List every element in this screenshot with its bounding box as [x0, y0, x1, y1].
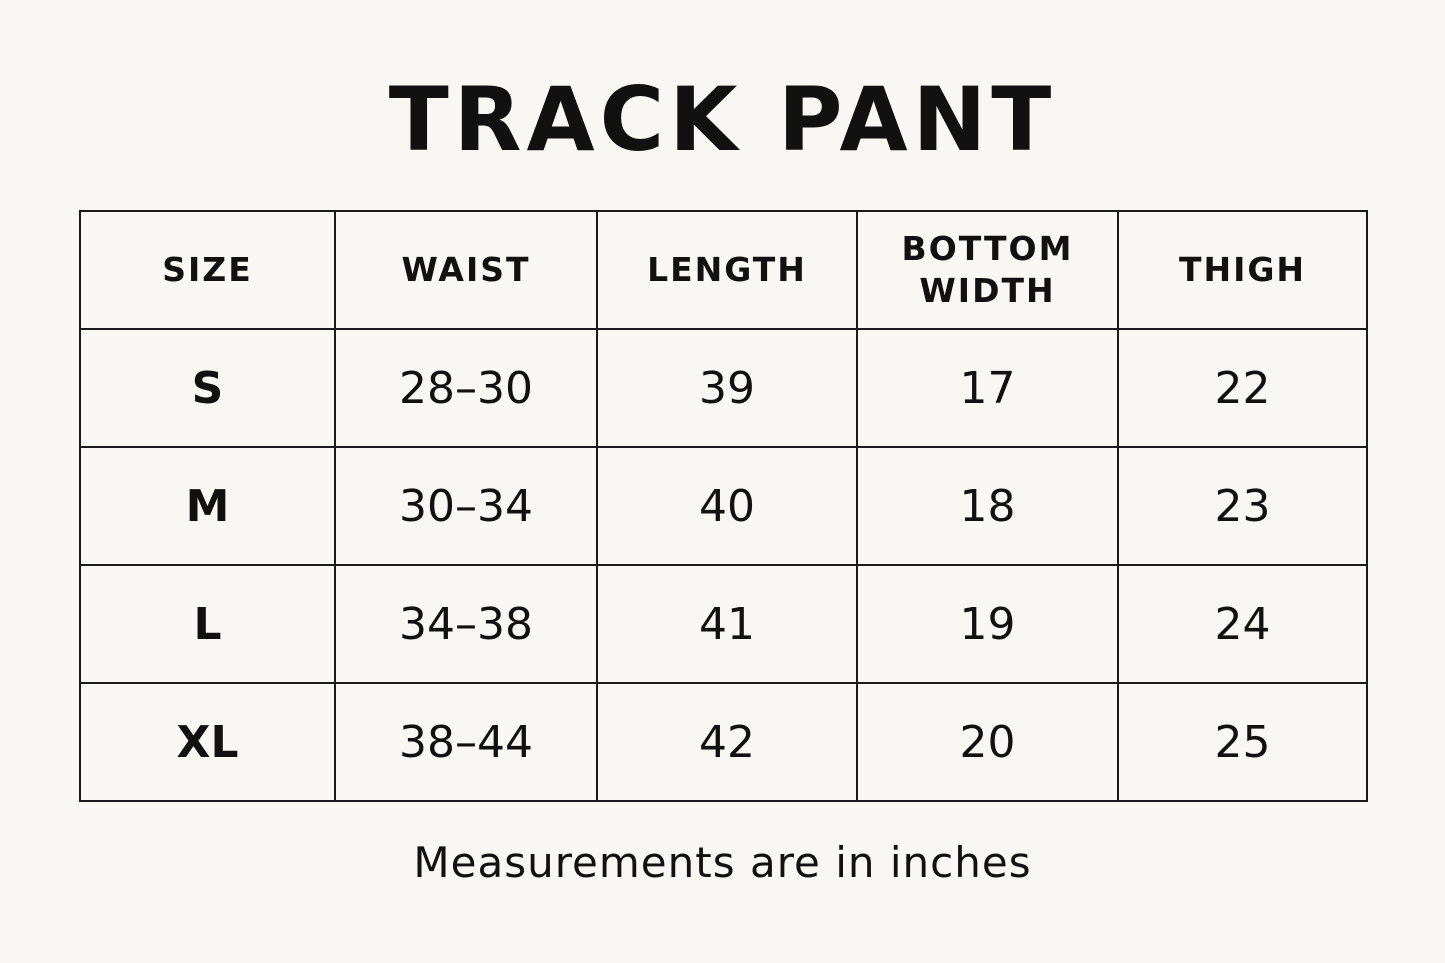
measurement-note: Measurements are in inches	[413, 838, 1032, 887]
table-row: L 34–38 41 19 24	[79, 564, 1368, 684]
cell-waist: 38–44	[334, 682, 598, 802]
cell-waist: 28–30	[334, 328, 598, 448]
header-bottom-width: BOTTOM WIDTH	[856, 210, 1119, 330]
table-row: M 30–34 40 18 23	[79, 446, 1368, 566]
cell-waist: 30–34	[334, 446, 598, 566]
header-thigh: THIGH	[1117, 210, 1368, 330]
size-chart-table: SIZE WAIST LENGTH BOTTOM WIDTH THIGH S 28…	[79, 210, 1368, 802]
cell-size: S	[79, 328, 336, 448]
cell-bottom-width: 18	[856, 446, 1119, 566]
header-length: LENGTH	[596, 210, 858, 330]
cell-thigh: 25	[1117, 682, 1368, 802]
cell-size: XL	[79, 682, 336, 802]
table-row: XL 38–44 42 20 25	[79, 682, 1368, 802]
cell-thigh: 24	[1117, 564, 1368, 684]
cell-length: 39	[596, 328, 858, 448]
header-row: SIZE WAIST LENGTH BOTTOM WIDTH THIGH	[79, 210, 1368, 330]
cell-bottom-width: 20	[856, 682, 1119, 802]
cell-length: 41	[596, 564, 858, 684]
cell-waist: 34–38	[334, 564, 598, 684]
cell-bottom-width: 19	[856, 564, 1119, 684]
cell-length: 42	[596, 682, 858, 802]
cell-size: L	[79, 564, 336, 684]
cell-length: 40	[596, 446, 858, 566]
cell-thigh: 23	[1117, 446, 1368, 566]
cell-size: M	[79, 446, 336, 566]
cell-bottom-width: 17	[856, 328, 1119, 448]
page-title: TRACK PANT	[388, 68, 1057, 171]
header-waist: WAIST	[334, 210, 598, 330]
header-bottom-width-label: BOTTOM WIDTH	[901, 229, 1074, 310]
table-row: S 28–30 39 17 22	[79, 328, 1368, 448]
cell-thigh: 22	[1117, 328, 1368, 448]
header-size: SIZE	[79, 210, 336, 330]
